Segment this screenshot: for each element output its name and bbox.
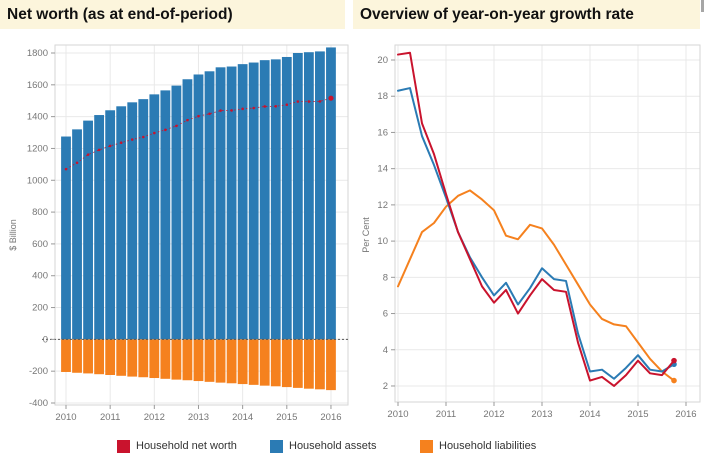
net-worth-swatch-icon <box>117 439 130 453</box>
left-chart-title: Net worth (as at end-of-period) <box>0 0 345 29</box>
svg-text:4: 4 <box>383 345 388 356</box>
legend-label: Household net worth <box>136 440 237 452</box>
svg-text:600: 600 <box>32 239 48 250</box>
liabilities-bars <box>61 339 336 391</box>
svg-text:2016: 2016 <box>320 412 341 423</box>
svg-text:16: 16 <box>377 127 388 138</box>
svg-text:2: 2 <box>383 381 388 392</box>
svg-text:1400: 1400 <box>27 112 48 123</box>
liabilities-swatch-icon <box>420 439 433 453</box>
scrollbar-artifact <box>701 0 704 12</box>
svg-text:1600: 1600 <box>27 80 48 91</box>
svg-text:0: 0 <box>43 334 48 345</box>
svg-text:2010: 2010 <box>387 409 408 420</box>
legend-item-assets: Household assets <box>270 436 376 456</box>
svg-text:8: 8 <box>383 272 388 283</box>
svg-text:2012: 2012 <box>483 409 504 420</box>
legend-label: Household liabilities <box>439 440 537 452</box>
right-y-axis-label: Per Cent <box>361 217 371 253</box>
legend-label: Household assets <box>289 440 377 452</box>
svg-text:-200: -200 <box>29 366 48 377</box>
left-y-axis-label: $ Billion <box>8 219 18 251</box>
svg-text:2016: 2016 <box>675 409 696 420</box>
plot-area <box>394 44 701 403</box>
svg-text:10: 10 <box>377 236 388 247</box>
end-dot <box>671 357 677 364</box>
assets-bars <box>61 47 336 340</box>
net-worth-points <box>64 95 334 171</box>
svg-text:2010: 2010 <box>55 412 76 423</box>
axes: -400 -200 0 200 400 600 800 1000 1200 1400 1600 180… <box>27 48 342 423</box>
chart-legend: Household net worth Household assets Hou… <box>0 436 705 456</box>
svg-text:800: 800 <box>32 207 48 218</box>
svg-text:2013: 2013 <box>188 412 209 423</box>
svg-text:2011: 2011 <box>100 412 120 423</box>
svg-text:2012: 2012 <box>144 412 165 423</box>
svg-text:1800: 1800 <box>27 48 48 59</box>
gridlines <box>395 45 700 402</box>
line-household-net-worth <box>397 51 675 387</box>
assets-swatch-icon <box>270 439 283 453</box>
growth-rate-line-chart: 2 4 6 8 10 12 14 16 18 20 2010 2011 2012 2013 2014 2015… <box>377 44 701 420</box>
right-chart-title: Overview of year-on-year growth rate <box>353 0 700 29</box>
svg-text:2014: 2014 <box>579 409 600 420</box>
svg-text:-400: -400 <box>29 398 48 409</box>
svg-text:2014: 2014 <box>232 412 253 423</box>
svg-text:2015: 2015 <box>276 412 297 423</box>
legend-item-liabilities: Household liabilities <box>420 436 536 456</box>
end-dot <box>671 377 677 384</box>
svg-text:400: 400 <box>32 271 48 282</box>
svg-text:18: 18 <box>377 91 388 102</box>
svg-text:12: 12 <box>377 200 388 211</box>
svg-text:20: 20 <box>377 55 388 66</box>
legend-item-net-worth: Household net worth <box>117 436 237 456</box>
svg-text:1000: 1000 <box>27 175 48 186</box>
svg-text:14: 14 <box>377 164 388 175</box>
line-household-assets <box>397 87 675 380</box>
line-household-liabilities <box>397 189 675 382</box>
svg-text:6: 6 <box>383 309 388 320</box>
svg-text:200: 200 <box>32 303 48 314</box>
svg-text:2013: 2013 <box>531 409 552 420</box>
axes: 2 4 6 8 10 12 14 16 18 20 2010 2011 2012 2013 2014 2015… <box>377 55 696 420</box>
svg-text:1200: 1200 <box>27 143 48 154</box>
net-worth-bar-chart: -400 -200 0 200 400 600 800 1000 1200 1400 1600 180… <box>27 44 349 423</box>
plot-area <box>42 44 349 406</box>
svg-text:2015: 2015 <box>627 409 648 420</box>
svg-text:2011: 2011 <box>436 409 456 420</box>
